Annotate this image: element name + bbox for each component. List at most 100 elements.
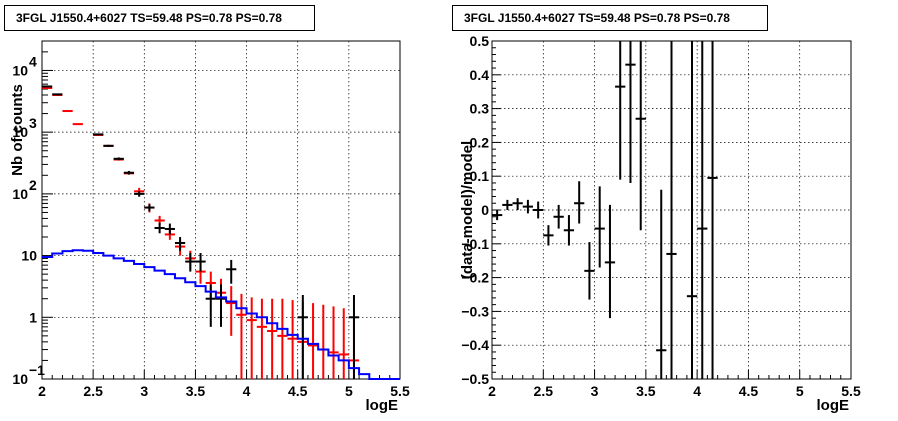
data-point: [615, 41, 626, 180]
data-point: [267, 298, 278, 379]
data-point: [697, 41, 708, 379]
data-point: [52, 93, 63, 96]
x-tick-label: 5.5: [841, 383, 861, 399]
data-point: [164, 223, 175, 235]
plot-frame: [41, 40, 401, 380]
y-axis: [492, 40, 501, 380]
chart-title-box: [452, 5, 768, 31]
x-tick-label: 3: [140, 383, 148, 399]
data-point: [707, 41, 718, 379]
data-point: [307, 303, 319, 379]
data-point: [154, 222, 165, 234]
y-axis-title: (data-model)/model: [459, 141, 476, 279]
data-point: [256, 298, 268, 379]
data-point: [144, 204, 155, 212]
data-point: [328, 306, 339, 379]
data-point: [93, 133, 104, 136]
data-point: [563, 215, 575, 246]
y-tick-label: 0.2: [470, 134, 490, 150]
x-axis-title: logE: [366, 397, 399, 414]
series-1: [42, 85, 360, 379]
y-tick-label: 10: [12, 186, 28, 202]
grid: [42, 41, 400, 379]
data-point: [574, 181, 585, 224]
data-point: [134, 191, 145, 197]
data-point: [666, 41, 677, 379]
y-tick-label: 0.1: [470, 168, 490, 184]
x-tick-label: 4.5: [288, 383, 308, 399]
data-point: [553, 204, 564, 229]
data-point: [226, 259, 237, 284]
data-point: [348, 294, 360, 379]
data-point: [215, 284, 227, 327]
data-point: [686, 41, 698, 379]
data-point: [185, 253, 196, 272]
data-point: [338, 308, 349, 379]
data-point: [226, 286, 237, 336]
data-point: [492, 210, 503, 221]
x-tick-label: 2.5: [534, 383, 554, 399]
data-point: [123, 170, 135, 175]
y-tick-label: 0.3: [470, 101, 490, 117]
data-point: [113, 157, 124, 161]
data-point: [594, 186, 605, 268]
data-point: [635, 41, 646, 231]
y-tick-label: 0: [481, 202, 489, 218]
x-tick-label: 2.5: [83, 383, 103, 399]
data-point: [533, 201, 544, 219]
y-axis-title: Nb of counts: [9, 84, 26, 176]
y-tick-label: 0.5: [470, 33, 490, 49]
y-tick-label: −0.5: [461, 371, 489, 387]
y-axis: [42, 40, 53, 380]
data-point: [195, 253, 206, 272]
x-axis: [41, 370, 401, 379]
chart-title-box: [4, 5, 315, 31]
y-tick-label: 10: [12, 124, 28, 140]
x-tick-label: 3: [591, 383, 599, 399]
y-tick-exponent: 2: [29, 177, 37, 193]
x-tick-label: 4.5: [739, 383, 759, 399]
data-point: [174, 237, 186, 251]
x-tick-label: 4: [243, 383, 251, 399]
y-tick-label: 10: [12, 62, 28, 78]
model-step-line: [42, 249, 400, 380]
data-point: [236, 293, 247, 379]
data-point: [584, 242, 595, 300]
y-tick-exponent: −1: [29, 362, 45, 378]
y-tick-label: −0.3: [461, 303, 489, 319]
y-tick-label: −0.4: [461, 337, 489, 353]
chart-title: 3FGL J1550.4+6027 TS=59.48 PS=0.78 PS=0.…: [464, 11, 730, 25]
data-point: [604, 204, 616, 319]
data-point: [656, 189, 667, 379]
y-tick-label: −0.1: [461, 236, 489, 252]
x-tick-label: 5.5: [390, 383, 410, 399]
x-tick-label: 3.5: [186, 383, 206, 399]
x-tick-label: 4: [693, 383, 701, 399]
y-tick-label: 0.4: [470, 67, 490, 83]
y-tick-label: 10: [21, 248, 37, 264]
data-point: [318, 304, 329, 379]
chart-left: 3FGL J1550.4+6027 TS=59.48 PS=0.78 PS=0.…: [4, 5, 410, 414]
data-point: [625, 41, 636, 183]
x-tick-label: 5: [345, 383, 353, 399]
series-2: [42, 249, 400, 380]
y-tick-label: −0.2: [461, 270, 489, 286]
data-point: [502, 199, 513, 210]
y-tick-label: 1: [29, 309, 37, 325]
data-point: [522, 199, 534, 214]
x-tick-label: 5: [796, 383, 804, 399]
x-axis-title: logE: [817, 397, 850, 414]
x-tick-label: 2: [488, 383, 496, 399]
data-point: [287, 300, 298, 379]
y-tick-exponent: 4: [29, 53, 37, 69]
x-axis: [491, 370, 852, 379]
chart-right: 3FGL J1550.4+6027 TS=59.48 PS=0.78 PS=0.…: [452, 5, 861, 414]
data-point: [277, 298, 288, 379]
series-0: [492, 41, 718, 379]
y-tick-label: 10: [12, 371, 28, 387]
x-tick-label: 3.5: [636, 383, 656, 399]
data-point: [42, 85, 53, 88]
series-0: [42, 86, 360, 379]
data-point: [297, 294, 308, 379]
